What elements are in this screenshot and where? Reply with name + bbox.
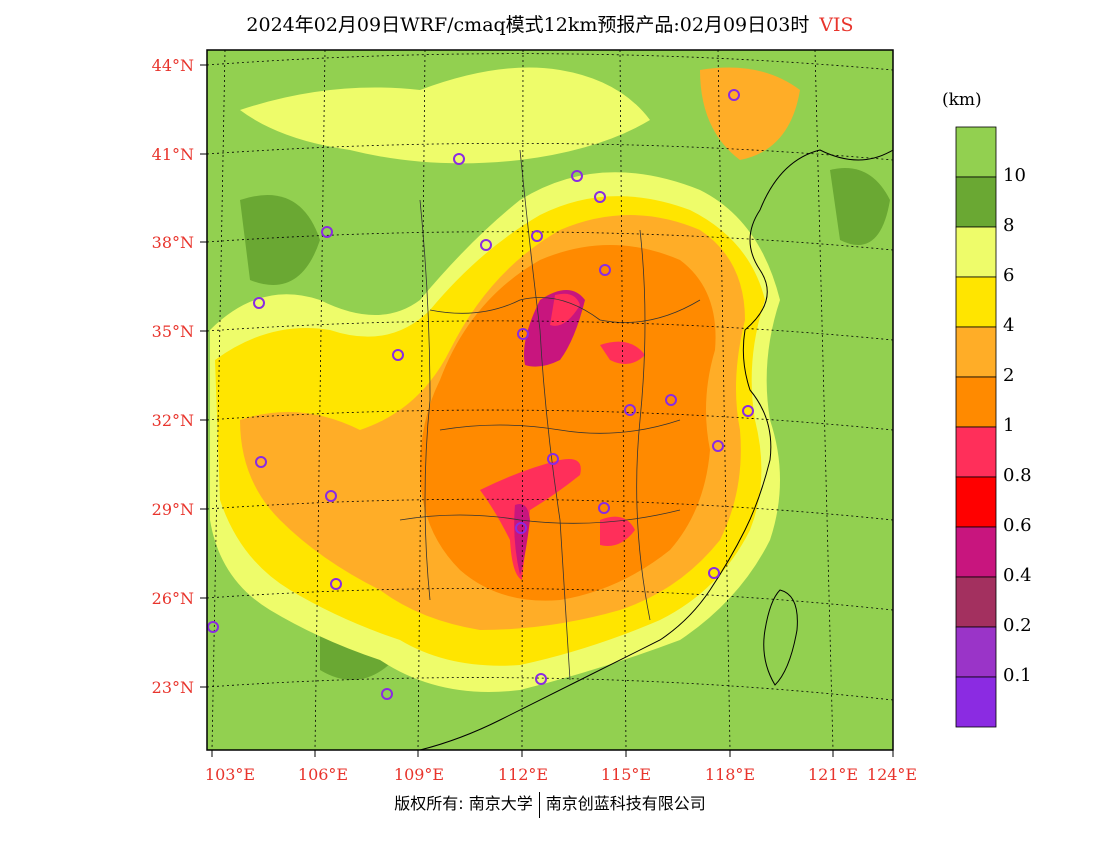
lat-label: 23°N xyxy=(151,678,194,697)
title-variable: VIS xyxy=(819,14,854,36)
city-marker xyxy=(728,89,740,101)
city-marker xyxy=(253,297,265,309)
footer-copyright: 版权所有: 南京大学 xyxy=(394,794,533,813)
city-marker xyxy=(330,578,342,590)
city-marker xyxy=(594,191,606,203)
colorbar xyxy=(955,126,997,728)
footer-company: 南京创蓝科技有限公司 xyxy=(545,794,706,813)
low-vis-hotspot xyxy=(600,341,645,364)
city-marker xyxy=(381,688,393,700)
city-marker xyxy=(325,490,337,502)
map-title: 2024年02月09日WRF/cmaq模式12km预报产品:02月09日03时 V… xyxy=(0,10,1100,37)
colorbar-level-label: 4 xyxy=(1003,315,1015,336)
city-marker xyxy=(453,153,465,165)
colorbar-swatch xyxy=(955,426,997,478)
colorbar-level-label: 0.1 xyxy=(1003,665,1032,686)
colorbar-unit: (km) xyxy=(942,90,982,110)
colorbar-level-label: 6 xyxy=(1003,265,1015,286)
axis-ticks xyxy=(200,64,894,757)
lat-label: 32°N xyxy=(151,411,194,430)
city-marker xyxy=(515,522,527,534)
light-yellow-zone-north xyxy=(240,67,650,164)
lon-label: 115°E xyxy=(600,765,652,784)
lat-label: 29°N xyxy=(151,500,194,519)
colorbar-swatch xyxy=(955,676,997,728)
colorbar-swatch xyxy=(955,226,997,278)
colorbar-level-label: 0.4 xyxy=(1003,565,1032,586)
low-vis-hotspot xyxy=(550,293,580,326)
lon-label: 109°E xyxy=(393,765,445,784)
colorbar-swatch xyxy=(955,126,997,178)
map-frame xyxy=(206,49,894,751)
city-marker xyxy=(624,404,636,416)
colorbar-level-label: 0.8 xyxy=(1003,465,1032,486)
lon-label: 121°E xyxy=(807,765,859,784)
lon-label: 103°E xyxy=(204,765,256,784)
province-border xyxy=(439,419,681,434)
city-marker xyxy=(665,394,677,406)
city-marker xyxy=(321,226,333,238)
lat-label: 38°N xyxy=(151,233,194,252)
province-border xyxy=(419,199,431,601)
coastline xyxy=(419,149,893,750)
city-marker xyxy=(712,440,724,452)
colorbar-level-label: 0.2 xyxy=(1003,615,1032,636)
colorbar-swatch xyxy=(955,476,997,528)
city-marker xyxy=(547,453,559,465)
city-marker xyxy=(517,328,529,340)
lon-label: 118°E xyxy=(704,765,756,784)
colorbar-swatch xyxy=(955,576,997,628)
city-marker xyxy=(598,502,610,514)
dark-green-patch xyxy=(240,195,320,285)
colorbar-swatch xyxy=(955,626,997,678)
taiwan-outline xyxy=(763,589,798,686)
colorbar-swatch xyxy=(955,526,997,578)
lat-label: 26°N xyxy=(151,589,194,608)
lat-label: 41°N xyxy=(151,145,194,164)
low-vis-hotspot xyxy=(600,516,635,546)
city-marker xyxy=(571,170,583,182)
colorbar-level-label: 10 xyxy=(1003,165,1026,186)
colorbar-level-label: 2 xyxy=(1003,365,1015,386)
colorbar-swatch xyxy=(955,326,997,378)
lon-label: 106°E xyxy=(297,765,349,784)
city-markers xyxy=(207,89,754,700)
low-vis-hotspot xyxy=(514,504,530,575)
province-border xyxy=(519,149,571,681)
colorbar-swatch xyxy=(955,376,997,428)
city-marker xyxy=(742,405,754,417)
city-marker xyxy=(708,567,720,579)
province-border xyxy=(636,229,651,621)
dark-green-patch xyxy=(830,168,890,245)
lat-label: 44°N xyxy=(151,56,194,75)
city-marker xyxy=(599,264,611,276)
colorbar-level-label: 8 xyxy=(1003,215,1015,236)
province-border xyxy=(429,297,701,323)
city-marker xyxy=(255,456,267,468)
graticule xyxy=(207,50,893,750)
lon-label: 124°E xyxy=(866,765,918,784)
lon-label: 112°E xyxy=(497,765,549,784)
title-main: 2024年02月09日WRF/cmaq模式12km预报产品:02月09日03时 xyxy=(246,14,810,36)
colorbar-swatch xyxy=(955,276,997,328)
footer: 版权所有: 南京大学 南京创蓝科技有限公司 xyxy=(0,790,1100,818)
orange-zone-northeast xyxy=(700,67,800,160)
orange-dark-zone xyxy=(420,245,716,601)
city-marker xyxy=(207,621,219,633)
city-marker xyxy=(392,349,404,361)
map-canvas xyxy=(207,50,893,750)
city-marker xyxy=(531,230,543,242)
province-border xyxy=(399,509,681,524)
footer-separator xyxy=(538,791,540,818)
lat-label: 35°N xyxy=(151,322,194,341)
colorbar-swatch xyxy=(955,176,997,228)
city-marker xyxy=(480,239,492,251)
colorbar-level-label: 0.6 xyxy=(1003,515,1032,536)
city-marker xyxy=(535,673,547,685)
colorbar-level-label: 1 xyxy=(1003,415,1015,436)
